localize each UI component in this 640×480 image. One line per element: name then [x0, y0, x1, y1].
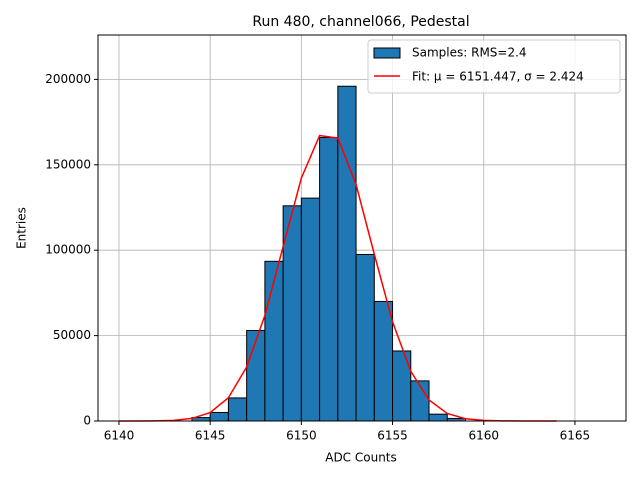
x-tick-label: 6140	[104, 429, 135, 443]
bar	[373, 300, 394, 422]
legend-label: Samples: RMS=2.4	[412, 46, 527, 60]
y-tick-label: 200000	[45, 72, 91, 86]
plot-frame	[97, 34, 627, 422]
x-axis-label: ADC Counts	[325, 451, 397, 465]
y-tick-label: 50000	[53, 328, 91, 342]
x-tick-label: 6145	[195, 429, 226, 443]
x-tick-label: 6155	[377, 429, 408, 443]
bar	[355, 253, 375, 422]
legend: Samples: RMS=2.4 Fit: μ = 6151.447, σ = 2…	[367, 39, 621, 94]
bar	[209, 411, 229, 422]
legend-box	[367, 39, 621, 94]
bar	[264, 260, 284, 422]
bar	[428, 413, 448, 422]
x-tick-label: 6165	[560, 429, 591, 443]
y-tick-label: 100000	[45, 243, 91, 257]
y-tick-label: 150000	[45, 157, 91, 171]
bar	[392, 350, 412, 422]
x-tick-label: 6150	[286, 429, 317, 443]
bar	[246, 329, 266, 422]
fit-line	[118, 134, 557, 422]
x-tick-label: 6160	[468, 429, 499, 443]
bar	[227, 397, 248, 422]
bar	[337, 85, 357, 422]
bar	[300, 197, 321, 422]
y-tick-label: 0	[83, 414, 91, 428]
y-axis-label: Entries	[15, 207, 29, 249]
legend-swatch	[373, 47, 401, 59]
bar	[319, 136, 339, 422]
legend-label: Fit: μ = 6151.447, σ = 2.424	[412, 70, 584, 84]
chart-title: Run 480, channel066, Pedestal	[252, 14, 469, 30]
